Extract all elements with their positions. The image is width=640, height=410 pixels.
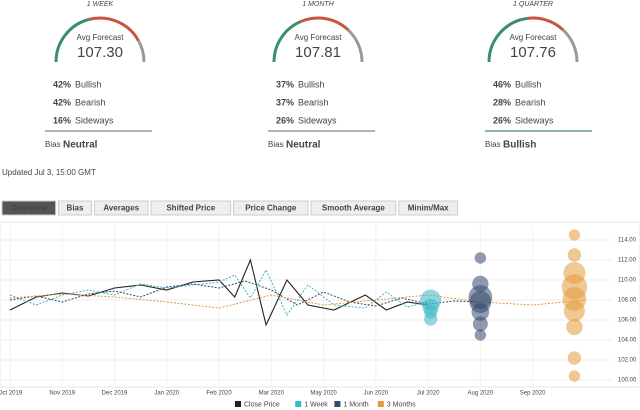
caption: Avg Forecast [77, 33, 125, 42]
period: 1 WEEK [87, 1, 114, 8]
gauge-arc [54, 17, 90, 63]
x-tick-label: Feb 2020 [206, 391, 232, 397]
tab[interactable] [233, 200, 309, 216]
tab[interactable] [1, 200, 57, 216]
stat-name: Bearish [298, 97, 329, 107]
legend-label: 3 Months [387, 401, 416, 408]
stat-pct: 46% [493, 79, 511, 89]
tab[interactable] [93, 200, 149, 216]
bubble [568, 370, 581, 382]
tab[interactable] [150, 200, 232, 216]
legend-label: 1 Week [304, 401, 328, 408]
x-tick-label: Jul 2020 [417, 391, 440, 397]
caption: Avg Forecast [510, 33, 558, 42]
x-tick-label: Jun 2020 [363, 391, 388, 397]
stat-name: Bullish [75, 79, 102, 89]
forecast: 107.76 [510, 44, 556, 61]
x-tick-label: Jan 2020 [154, 391, 179, 397]
series-line [9, 293, 585, 309]
stat-name: Bullish [298, 79, 325, 89]
bias-label: Bias [485, 140, 501, 149]
stat-name: Sideways [298, 115, 337, 125]
tab[interactable] [58, 200, 92, 216]
caption: Avg Forecast [295, 33, 343, 42]
bubble [474, 329, 487, 341]
legend-label: 1 Month [343, 401, 368, 408]
forecast: 107.81 [295, 44, 341, 61]
y-tick-label: 100.00 [618, 378, 637, 384]
tab-label[interactable]: Minim/Max [408, 204, 449, 213]
bias: Neutral [286, 140, 321, 151]
period: 1 MONTH [302, 1, 334, 8]
tab-label[interactable]: Overview [11, 204, 47, 213]
stat-pct: 26% [276, 115, 294, 125]
tab-label[interactable]: Smooth Average [322, 204, 386, 213]
bias-label: Bias [268, 140, 284, 149]
y-tick-label: 102.00 [618, 358, 637, 364]
stat-pct: 42% [53, 97, 71, 107]
bias-label: Bias [45, 140, 61, 149]
legend-swatch [295, 401, 302, 407]
legend-swatch [235, 401, 241, 407]
tab-label[interactable]: Price Change [245, 204, 297, 213]
tab[interactable] [310, 200, 397, 216]
gauge-arc [527, 16, 565, 32]
y-tick-label: 106.00 [618, 318, 637, 324]
updated: Updated Jul 3, 15:00 GMT [2, 168, 96, 177]
x-tick-label: Dec 2019 [102, 391, 128, 397]
stat-name: Bullish [515, 79, 542, 89]
stat-pct: 16% [53, 115, 71, 125]
legend-swatch [334, 401, 341, 407]
stat-pct: 26% [493, 115, 511, 125]
stat-pct: 37% [276, 79, 294, 89]
forecast: 107.30 [77, 44, 123, 61]
legend-label: Close Price [244, 401, 280, 408]
gauge-arc [299, 16, 350, 32]
bubble [424, 312, 438, 326]
y-tick-label: 110.00 [618, 278, 637, 284]
stat-pct: 42% [53, 79, 71, 89]
stat-name: Sideways [515, 115, 554, 125]
plot-frame [0, 221, 640, 388]
bias: Neutral [63, 140, 98, 151]
tab-label[interactable]: Averages [103, 204, 139, 213]
gauge-arc [272, 20, 302, 63]
gauge-arc [487, 16, 528, 63]
bubble [567, 351, 582, 365]
y-tick-label: 104.00 [618, 338, 637, 344]
x-tick-label: Oct 2019 [0, 391, 23, 397]
y-tick-label: 114.00 [618, 238, 637, 244]
stat-name: Bearish [75, 97, 106, 107]
bubble [471, 303, 490, 321]
gauge-arc [347, 28, 364, 63]
y-tick-label: 108.00 [618, 298, 637, 304]
x-tick-label: Nov 2019 [49, 391, 75, 397]
bubble [474, 252, 487, 264]
stat-pct: 37% [276, 97, 294, 107]
bubble [567, 248, 582, 262]
gauge-arc [88, 16, 140, 42]
legend-swatch [377, 401, 384, 407]
bubble [566, 318, 583, 336]
bias: Bullish [503, 140, 536, 151]
period: 1 QUARTER [513, 1, 553, 8]
x-tick-label: Sep 2020 [520, 391, 546, 397]
stat-pct: 28% [493, 97, 511, 107]
gauge-arc [562, 28, 579, 63]
bubble [568, 229, 581, 241]
tab-label[interactable]: Shifted Price [166, 204, 215, 213]
gauge-arc [137, 40, 146, 63]
stat-name: Sideways [75, 115, 114, 125]
x-tick-label: Aug 2020 [467, 391, 493, 397]
x-tick-label: May 2020 [310, 391, 337, 397]
x-tick-label: Mar 2020 [259, 391, 285, 397]
tab-label[interactable]: Bias [67, 204, 84, 213]
stat-name: Bearish [515, 97, 546, 107]
bubble [472, 316, 488, 332]
tab[interactable] [398, 200, 459, 216]
bubble [563, 300, 585, 322]
y-tick-label: 112.00 [618, 258, 637, 264]
